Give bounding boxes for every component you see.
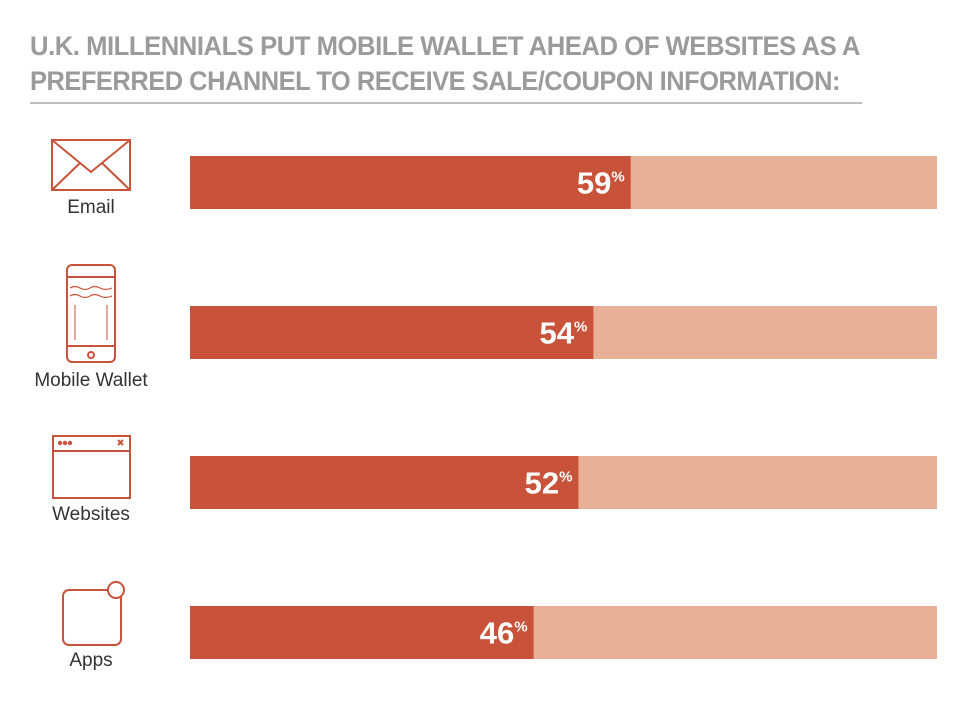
email-icon [51,139,131,191]
value-label: 52% [525,466,573,501]
app-icon [62,581,125,646]
website-icon [52,435,131,499]
value-label: 54% [540,316,588,351]
category-label: Apps [69,650,112,671]
phone-icon [66,264,116,363]
chart-title: U.K. MILLENNIALS PUT MOBILE WALLET AHEAD… [30,31,860,61]
bar [190,306,594,359]
category-label: Email [67,197,115,218]
category-label: Mobile Wallet [34,370,148,391]
bar [190,156,631,209]
bar [190,456,579,509]
category-label: Websites [52,504,130,525]
value-label: 59% [577,166,625,201]
value-label: 46% [480,616,528,651]
bar [190,606,534,659]
chart-title: PREFERRED CHANNEL TO RECEIVE SALE/COUPON… [30,66,840,96]
